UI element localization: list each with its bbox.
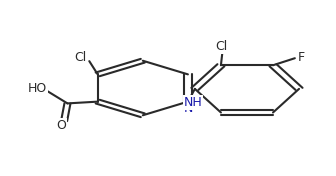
Text: Cl: Cl: [74, 51, 86, 64]
Text: O: O: [56, 119, 66, 132]
Text: HO: HO: [28, 83, 47, 95]
Text: N: N: [184, 102, 194, 115]
Text: Cl: Cl: [215, 40, 227, 53]
Text: NH: NH: [184, 96, 203, 109]
Text: F: F: [298, 51, 305, 64]
